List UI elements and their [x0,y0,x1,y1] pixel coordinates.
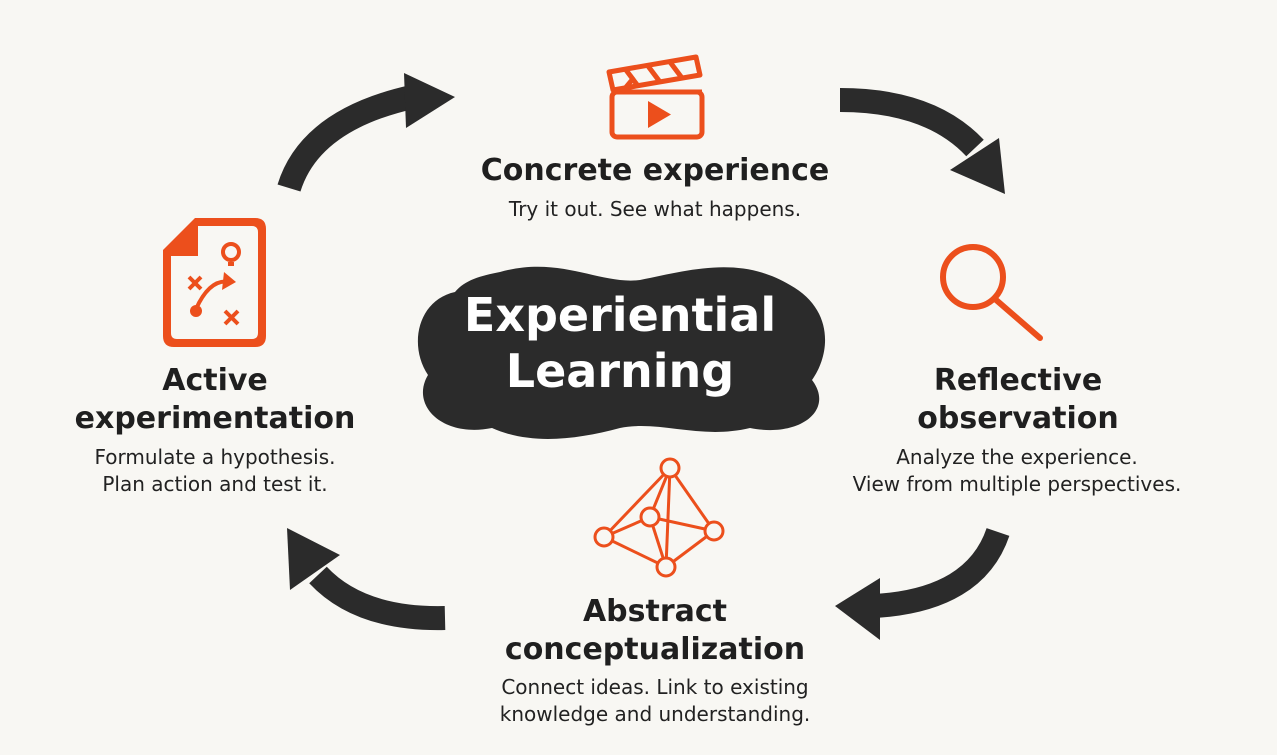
reflective-title-line1: Reflective [933,363,1103,398]
arrow-active-to-concrete [277,73,455,192]
concrete-desc: Try it out. See what happens. [508,197,802,221]
reflective-desc: Analyze the experience. View from multip… [817,444,1217,498]
network-nodes [593,457,725,578]
abstract-title-line2: conceptualization [504,632,806,667]
clapperboard-icon [606,54,705,140]
center-title-line2: Learning [505,344,735,398]
reflective-desc-line2: View from multiple perspectives. [852,472,1182,496]
center-title-line1: Experiential [463,288,777,342]
reflective-title: Reflective observation [868,362,1168,438]
strategy-document-icon [163,218,266,347]
active-desc: Formulate a hypothesis. Plan action and … [65,444,365,498]
active-desc-line1: Formulate a hypothesis. [94,445,336,469]
abstract-title-line1: Abstract [582,594,728,629]
center-blob [417,266,826,439]
active-title-line1: Active [162,363,268,398]
clapperboard-stripes [620,60,684,94]
arrow-reflective-to-abstract [835,527,1010,640]
abstract-desc-line2: knowledge and understanding. [499,702,811,726]
reflective-title-line2: observation [917,401,1119,436]
magnifier-icon [940,244,1043,341]
abstract-desc: Connect ideas. Link to existing knowledg… [455,674,855,728]
concrete-title: Concrete experience [480,153,830,188]
abstract-title: Abstract conceptualization [455,593,855,669]
abstract-desc-line1: Connect ideas. Link to existing [501,675,809,699]
active-title-line2: experimentation [74,401,356,436]
active-title: Active experimentation [65,362,365,438]
active-desc-line2: Plan action and test it. [102,472,328,496]
center-title: Experiential Learning [420,287,820,399]
arrow-abstract-to-active [287,528,446,631]
reflective-desc-line1: Analyze the experience. [896,445,1138,469]
arrow-concrete-to-reflective [839,88,1005,194]
